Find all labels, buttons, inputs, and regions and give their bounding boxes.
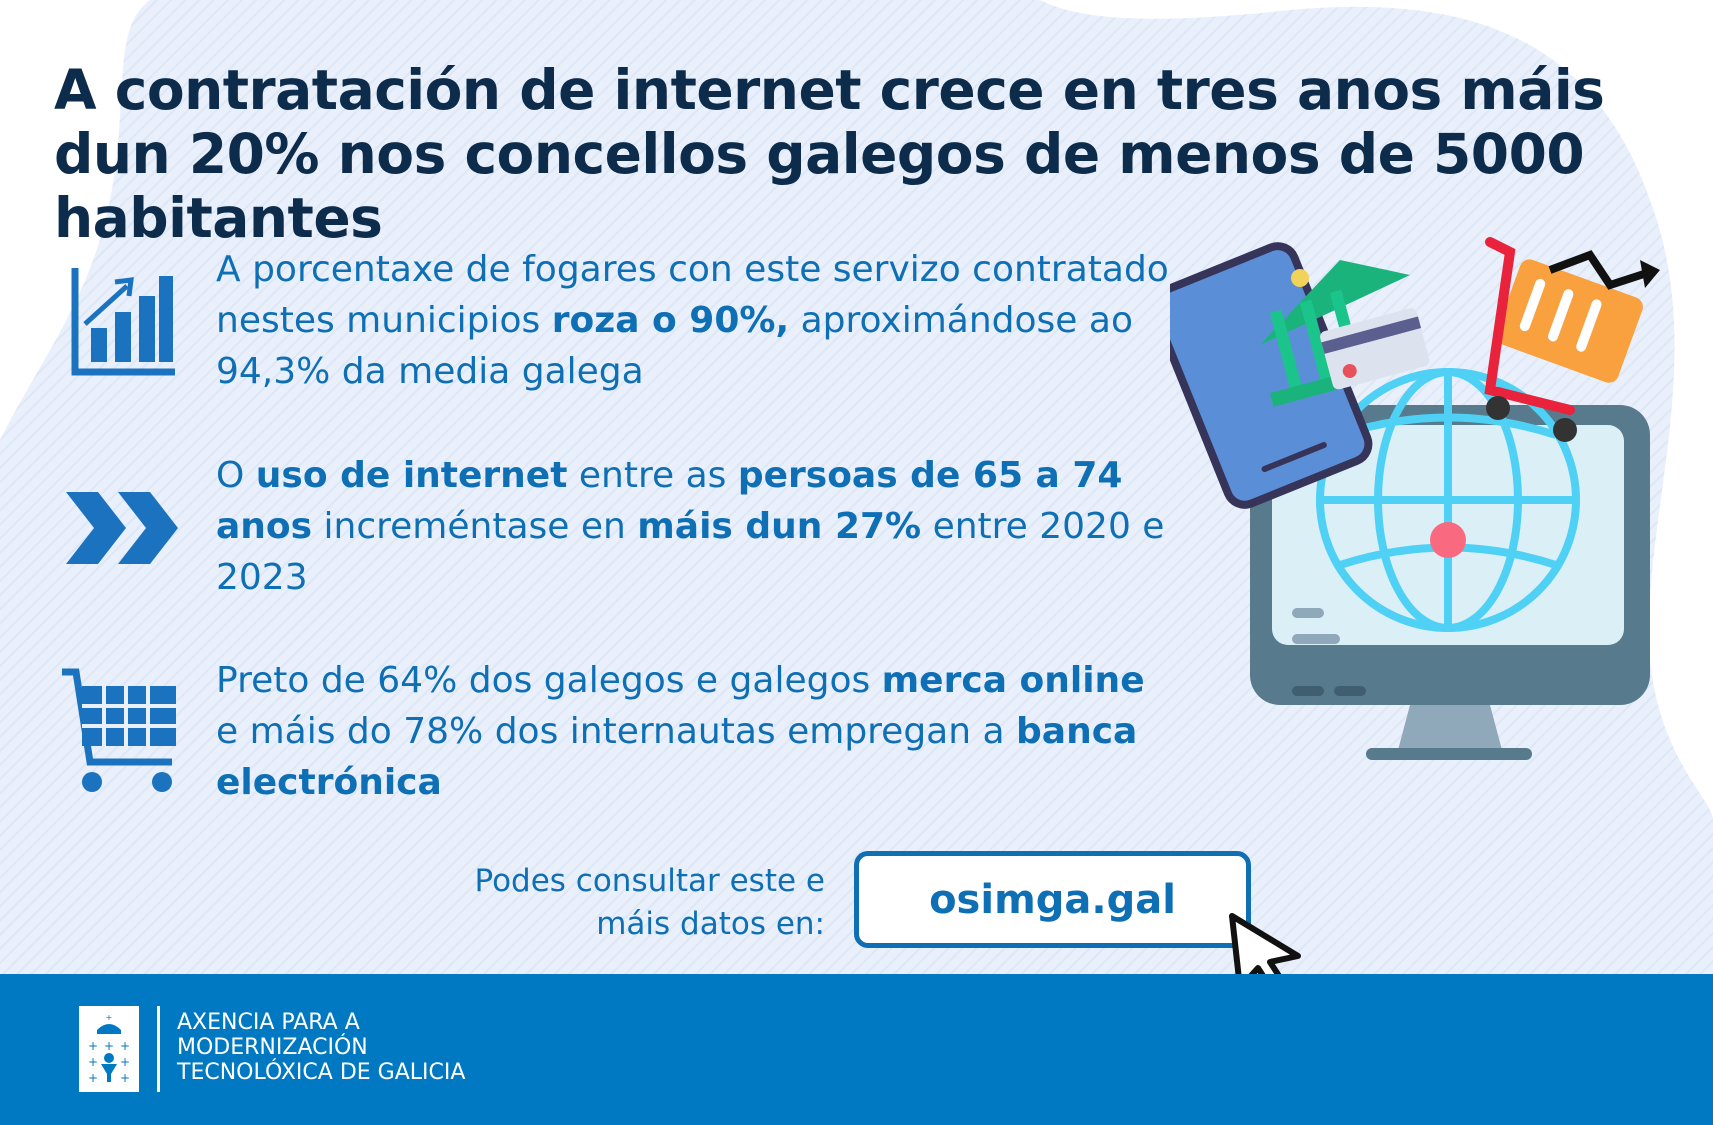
svg-text:+: + <box>106 1013 113 1022</box>
consult-line-1: Podes consultar este e <box>474 863 825 899</box>
svg-text:+: + <box>88 1039 98 1053</box>
footer-divider <box>157 1006 160 1092</box>
svg-text:+: + <box>88 1071 98 1085</box>
seg: O <box>216 455 256 496</box>
website-link-button[interactable]: osimga.gal <box>854 851 1251 948</box>
shopping-cart-icon <box>62 668 176 792</box>
svg-text:+: + <box>104 1039 114 1053</box>
svg-text:+: + <box>120 1039 130 1053</box>
agency-line-2: MODERNIZACIÓN <box>177 1035 368 1060</box>
stat-online-shopping: Preto de 64% dos galegos e galegos merca… <box>216 655 1176 808</box>
bar-chart-growth-icon <box>71 268 175 376</box>
seg: aproximándose ao 94,3% da media galega <box>216 300 1133 392</box>
agency-name: AXENCIA PARA A MODERNIZACIÓN TECNOLÓXICA… <box>177 1010 465 1085</box>
seg-bold: persoas de 65 a 74 anos <box>216 455 1123 547</box>
xunta-galicia-logo: + + + + + + + + <box>79 1006 139 1092</box>
stat-household-internet: A porcentaxe de fogares con este servizo… <box>216 244 1176 397</box>
consult-text: Podes consultar este e máis datos en: <box>420 860 825 946</box>
seg-bold: merca online <box>881 660 1145 701</box>
seg-bold: máis dun 27% <box>637 506 922 547</box>
svg-text:+: + <box>120 1071 130 1085</box>
seg: increméntase en <box>312 506 638 547</box>
seg: Preto de 64% dos galegos e galegos <box>216 660 882 701</box>
double-chevron-right-icon <box>66 492 178 564</box>
seg-bold: uso de internet <box>255 455 568 496</box>
page-title: A contratación de internet crece en tres… <box>54 58 1605 250</box>
seg: e máis do 78% dos internautas empregan a <box>216 711 1016 752</box>
seg: A porcentaxe de fogares con este servizo… <box>216 249 1169 341</box>
consult-line-2: máis datos en: <box>596 906 825 942</box>
agency-line-3: TECNOLÓXICA DE GALICIA <box>177 1060 466 1085</box>
seg: entre as <box>567 455 738 496</box>
seg-bold: roza o 90%, <box>551 300 790 341</box>
stat-elderly-usage: O uso de internet entre as persoas de 65… <box>216 450 1176 603</box>
svg-text:+: + <box>120 1055 130 1069</box>
agency-line-1: AXENCIA PARA A <box>177 1010 360 1035</box>
svg-text:+: + <box>88 1055 98 1069</box>
seg: entre 2020 e 2023 <box>216 506 1165 598</box>
footer-bar <box>0 974 1713 1125</box>
seg-bold: banca electrónica <box>216 711 1138 803</box>
computer-globe-illustration <box>1170 237 1660 760</box>
